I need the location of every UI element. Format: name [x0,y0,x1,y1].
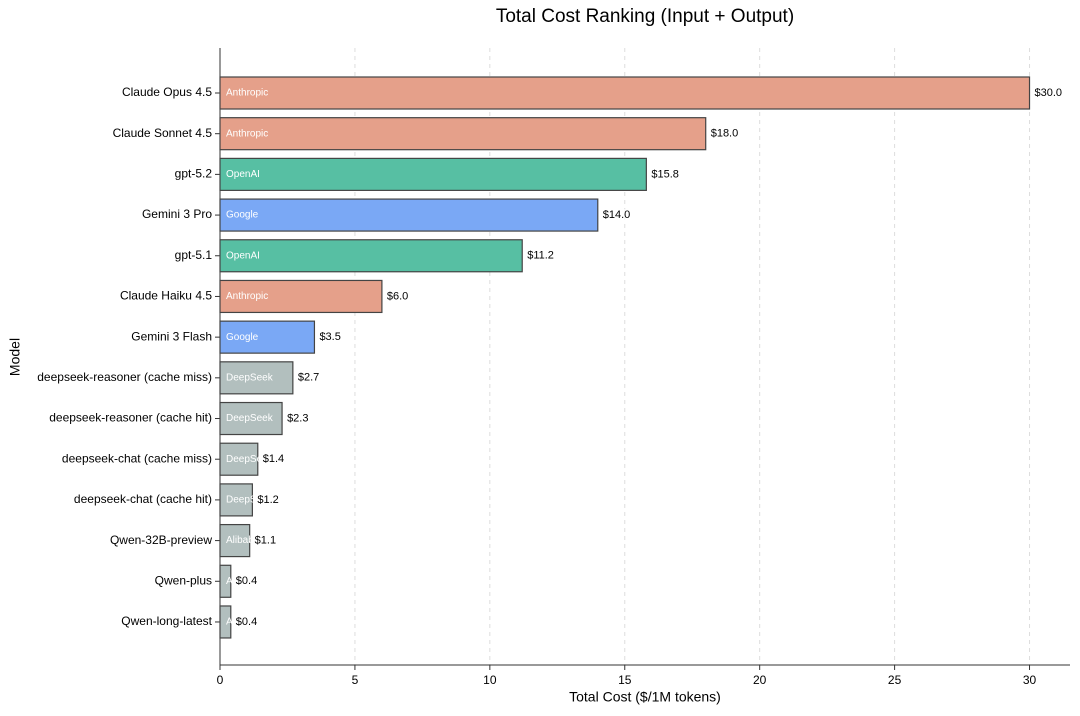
provider-label: Google [226,210,259,221]
bar [219,605,232,639]
bar [219,483,253,517]
bar [219,239,523,273]
bar [219,361,294,395]
value-label-bg [526,249,555,262]
chart-title: Total Cost Ranking (Input + Output) [496,6,794,27]
x-tick-label: 15 [618,673,632,687]
provider-label: DeepSeek [226,372,274,383]
value-label: $14.0 [603,209,631,221]
bar [219,279,383,314]
bar [219,157,647,191]
y-tick-label: Claude Haiku 4.5 [120,289,212,303]
value-label-bg [1033,86,1064,99]
value-label: $15.8 [651,168,679,180]
y-tick-label: Claude Opus 4.5 [122,85,212,99]
provider-label: OpenAI [226,169,260,180]
bar [219,76,1031,110]
y-axis-label: Model [7,338,23,376]
provider-label: Anthropic [226,128,268,139]
value-label: $2.3 [287,412,308,424]
bar [219,442,259,476]
value-label-bg [261,453,286,466]
value-label: $1.2 [257,494,278,506]
bar [219,564,232,598]
value-label-bg [385,290,410,303]
provider-label: DeepSeek [226,413,274,424]
bar [219,401,283,436]
x-tick-label: 10 [483,673,497,687]
y-tick-label: Claude Sonnet 4.5 [113,126,213,140]
y-tick-label: Qwen-plus [155,573,212,587]
value-label-bg [650,168,680,181]
y-tick-label: Gemini 3 Flash [131,329,212,343]
value-label: $1.1 [255,534,276,546]
value-label-bg [296,371,321,384]
provider-label: Anthropic [226,291,268,302]
x-axis-label: Total Cost ($/1M tokens) [569,689,721,705]
value-label-bg [601,208,632,221]
value-label-bg [318,331,342,344]
value-label: $11.2 [527,250,554,262]
value-label: $0.4 [236,575,257,587]
value-label: $18.0 [711,128,739,140]
provider-label: DeepSeek [226,454,274,465]
y-tick-label: deepseek-chat (cache hit) [74,492,212,506]
x-tick-label: 30 [1023,673,1037,687]
value-label-bg [234,615,259,628]
x-tick-label: 25 [888,673,902,687]
value-label-bg [234,575,259,588]
y-tick-label: deepseek-chat (cache miss) [62,451,212,465]
provider-label: DeepSeek [226,495,274,506]
y-tick-label: Qwen-long-latest [121,614,212,628]
value-label-bg [253,534,278,547]
y-tick-label: Gemini 3 Pro [142,207,212,221]
value-label: $30.0 [1035,87,1063,99]
value-label: $3.5 [319,331,340,343]
value-label-bg [256,493,280,506]
y-tick-label: gpt-5.1 [175,248,213,262]
y-tick-label: deepseek-reasoner (cache hit) [49,411,212,425]
x-tick-label: 20 [753,673,767,687]
value-label: $0.4 [236,616,257,628]
value-label: $6.0 [387,290,408,302]
bar [219,523,251,558]
provider-label: Anthropic [226,88,268,99]
value-label: $2.7 [298,372,319,384]
value-label: $1.4 [263,453,284,465]
provider-label: Alibaba [226,535,260,546]
provider-label: Google [226,332,259,343]
bar [219,117,707,151]
y-tick-label: deepseek-reasoner (cache miss) [37,370,212,384]
y-tick-label: Qwen-32B-preview [110,533,212,547]
value-label-bg [286,412,310,425]
y-tick-label: gpt-5.2 [175,167,213,181]
x-tick-label: 0 [217,673,224,687]
bar [219,320,316,354]
provider-label: OpenAI [226,250,260,261]
x-tick-label: 5 [352,673,359,687]
bar [219,198,599,232]
value-label-bg [709,127,740,140]
